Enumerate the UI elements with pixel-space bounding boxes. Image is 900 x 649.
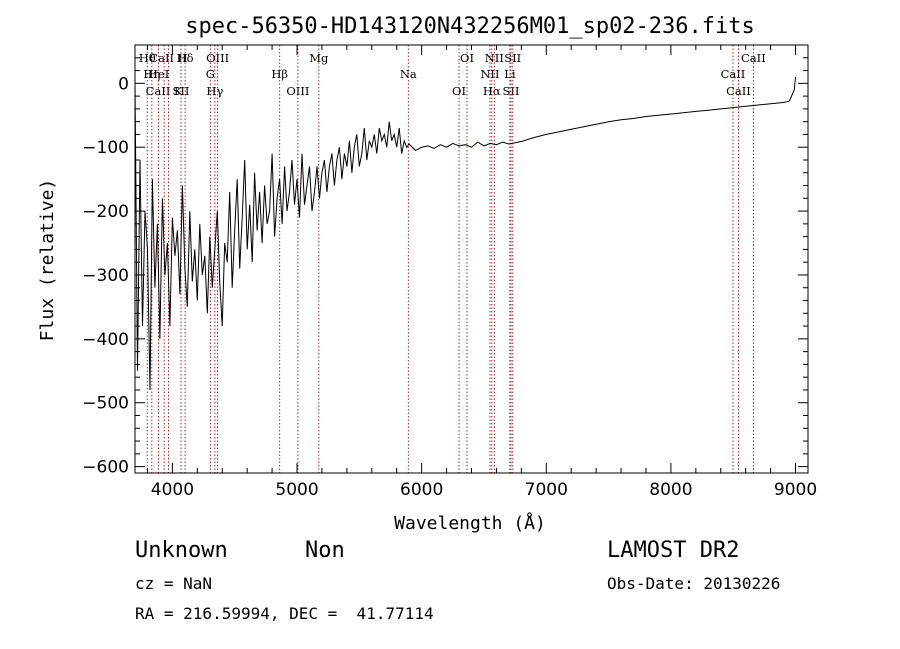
line-marker-label: Na	[400, 67, 417, 81]
line-marker-label: SII	[173, 84, 190, 98]
ra-dec-coordinates: RA = 216.59994, DEC = 41.77114	[135, 604, 434, 623]
axis-ticks: 4000 5000 6000 7000 8000 9000 0 −100 −200 −300 −40…	[82, 45, 817, 500]
line-marker-label: SII	[504, 51, 521, 65]
y-axis-label: Flux (relative)	[37, 179, 58, 342]
object-class: Unknown	[135, 538, 228, 563]
y-tick-label: −100	[82, 138, 129, 158]
y-tick-label: −200	[82, 202, 129, 222]
observation-date: Obs-Date: 20130226	[607, 574, 781, 593]
line-marker-label: Hδ	[177, 51, 194, 65]
line-marker-label: Hη	[143, 67, 160, 81]
line-marker-label: Hγ	[206, 84, 223, 98]
line-markers: Hθ Hη CaII K CaII H HeI SII Hδ G Hγ OIII Hβ OIII Mg N…	[139, 45, 766, 473]
line-marker-label: CaII K	[146, 84, 183, 98]
line-marker-label: CaII	[741, 51, 766, 65]
line-marker-label: G	[206, 67, 215, 81]
x-tick-label: 5000	[275, 480, 318, 500]
line-marker-label: Hβ	[271, 67, 288, 81]
line-marker-label: OI	[460, 51, 474, 65]
x-tick-label: 6000	[400, 480, 443, 500]
chart-title: spec-56350-HD143120N432256M01_sp02-236.f…	[185, 14, 755, 39]
line-marker-label: HeI	[148, 67, 169, 81]
line-marker-label: NII	[480, 67, 499, 81]
line-marker-label: CaII H	[149, 51, 187, 65]
line-marker-label: Mg	[309, 51, 329, 65]
redshift-cz: cz = NaN	[135, 574, 213, 593]
x-tick-label: 7000	[525, 480, 568, 500]
survey-name: LAMOST DR2	[607, 538, 740, 563]
line-marker-label: OI	[452, 84, 466, 98]
x-tick-label: 8000	[649, 480, 692, 500]
line-marker-label: OIII	[206, 51, 229, 65]
spectrum-series-line	[134, 76, 796, 391]
line-marker-label: Hθ	[139, 51, 156, 65]
line-marker-label: SII	[503, 84, 520, 98]
line-marker-label: CaII	[721, 67, 746, 81]
x-tick-label: 4000	[151, 480, 194, 500]
plot-frame	[134, 44, 809, 474]
line-marker-label: Li	[504, 67, 516, 81]
y-tick-label: −400	[82, 330, 129, 350]
object-subclass: Non	[305, 538, 345, 563]
y-tick-label: −600	[82, 458, 129, 478]
y-tick-label: −300	[82, 266, 129, 286]
y-tick-label: −500	[82, 394, 129, 414]
y-tick-label: 0	[118, 74, 129, 94]
line-marker-label: CaII	[726, 84, 751, 98]
line-marker-label: Hα	[483, 84, 501, 98]
line-marker-label: NII	[485, 51, 504, 65]
line-marker-label: OIII	[286, 84, 309, 98]
x-tick-label: 9000	[774, 480, 817, 500]
x-axis-label: Wavelength (Å)	[394, 512, 546, 534]
